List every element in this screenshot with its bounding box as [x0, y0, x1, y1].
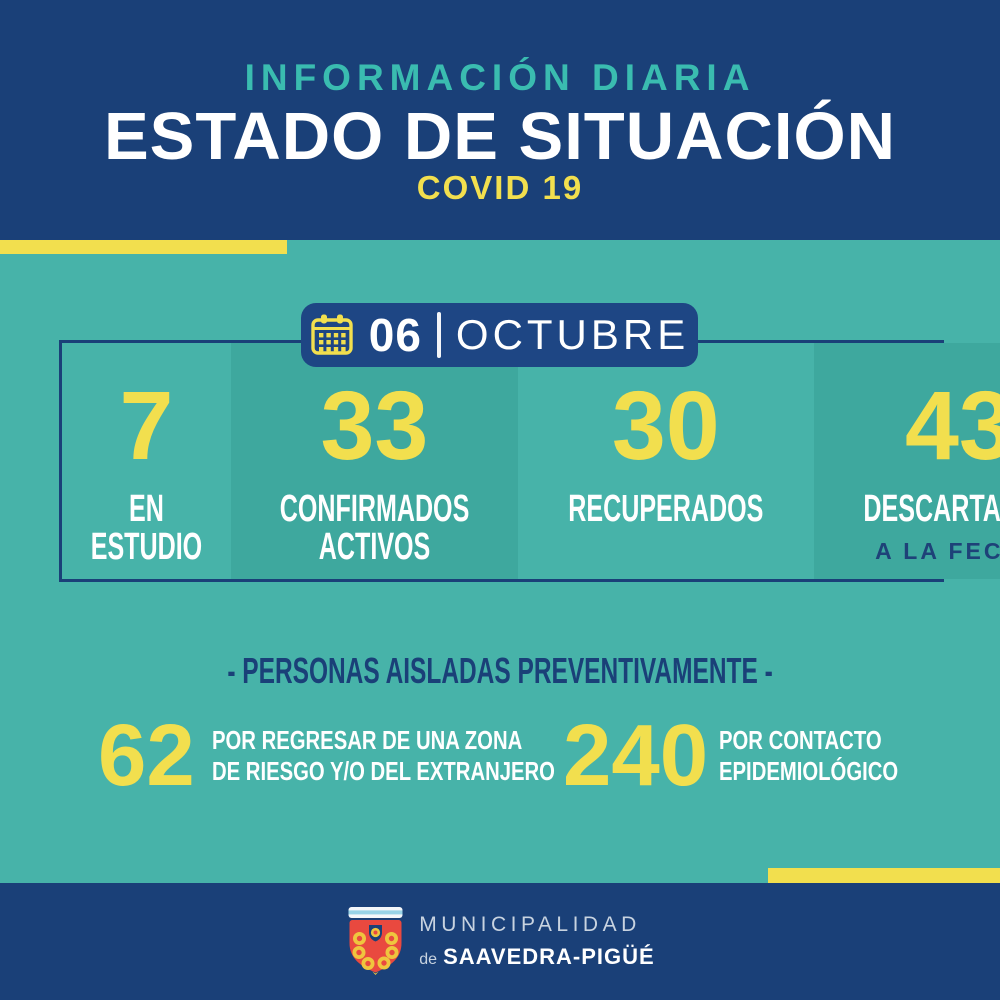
accent-bar-bottom-right — [768, 868, 1000, 883]
isolation-label: POR REGRESAR DE UNA ZONA DE RIESGO Y/O D… — [211, 724, 555, 786]
date-badge: 06 OCTUBRE — [301, 303, 698, 367]
stat-note-a-la-fecha: A LA FECHA — [875, 538, 1000, 564]
header-banner: INFORMACIÓN DIARIA ESTADO DE SITUACIÓN C… — [0, 0, 1000, 240]
stat-value: 33 — [320, 371, 429, 480]
org-prefix: de — [419, 951, 438, 968]
stat-label: CONFIRMADOS ACTIVOS — [279, 488, 470, 568]
isolation-stat-contacto: 240 POR CONTACTO EPIDEMIOLÓGICO — [563, 712, 949, 799]
org-title: MUNICIPALIDAD — [419, 913, 641, 936]
stat-label: RECUPERADOS — [568, 488, 764, 530]
date-divider — [436, 312, 441, 358]
stat-value: 30 — [611, 371, 720, 480]
isolation-value: 240 — [563, 707, 709, 804]
org-name: SAAVEDRA-PIGÜÉ — [443, 944, 655, 969]
isolation-value: 62 — [98, 707, 195, 804]
calendar-icon — [311, 314, 353, 355]
daily-stats-box: 7 EN ESTUDIO 33 CONFIRMADOS ACTIVOS 30 R… — [59, 340, 1000, 582]
kicker-text: INFORMACIÓN DIARIA — [244, 57, 756, 98]
date-day: 06 — [368, 309, 422, 361]
page-title: ESTADO DE SITUACIÓN — [103, 99, 897, 174]
subtitle-covid: COVID 19 — [416, 169, 584, 206]
footer-banner: MUNICIPALIDAD de SAAVEDRA-PIGÜÉ — [0, 883, 1000, 1000]
municipal-crest-logo — [348, 906, 403, 975]
stat-en-estudio: 7 EN ESTUDIO — [62, 343, 231, 579]
stat-descartados: 43 DESCARTADOS A LA FECHA — [813, 343, 1000, 579]
isolation-stat-zona-riesgo: 62 POR REGRESAR DE UNA ZONA DE RIESGO Y/… — [98, 712, 651, 799]
stat-confirmados-activos: 33 CONFIRMADOS ACTIVOS — [230, 343, 518, 579]
stat-value: 43 — [904, 371, 1000, 480]
org-subtitle: de SAAVEDRA-PIGÜÉ — [419, 944, 654, 970]
accent-bar-top-left — [0, 240, 287, 254]
org-text-block: MUNICIPALIDAD de SAAVEDRA-PIGÜÉ — [419, 913, 654, 970]
isolation-label: POR CONTACTO EPIDEMIOLÓGICO — [719, 724, 899, 786]
stat-label: EN ESTUDIO — [90, 488, 203, 568]
isolation-section-heading: - PERSONAS AISLADAS PREVENTIVAMENTE - — [227, 650, 773, 691]
stat-value: 7 — [119, 371, 174, 480]
date-month: OCTUBRE — [455, 311, 690, 358]
stat-label: DESCARTADOS — [863, 488, 1000, 530]
stat-recuperados: 30 RECUPERADOS — [518, 343, 814, 579]
